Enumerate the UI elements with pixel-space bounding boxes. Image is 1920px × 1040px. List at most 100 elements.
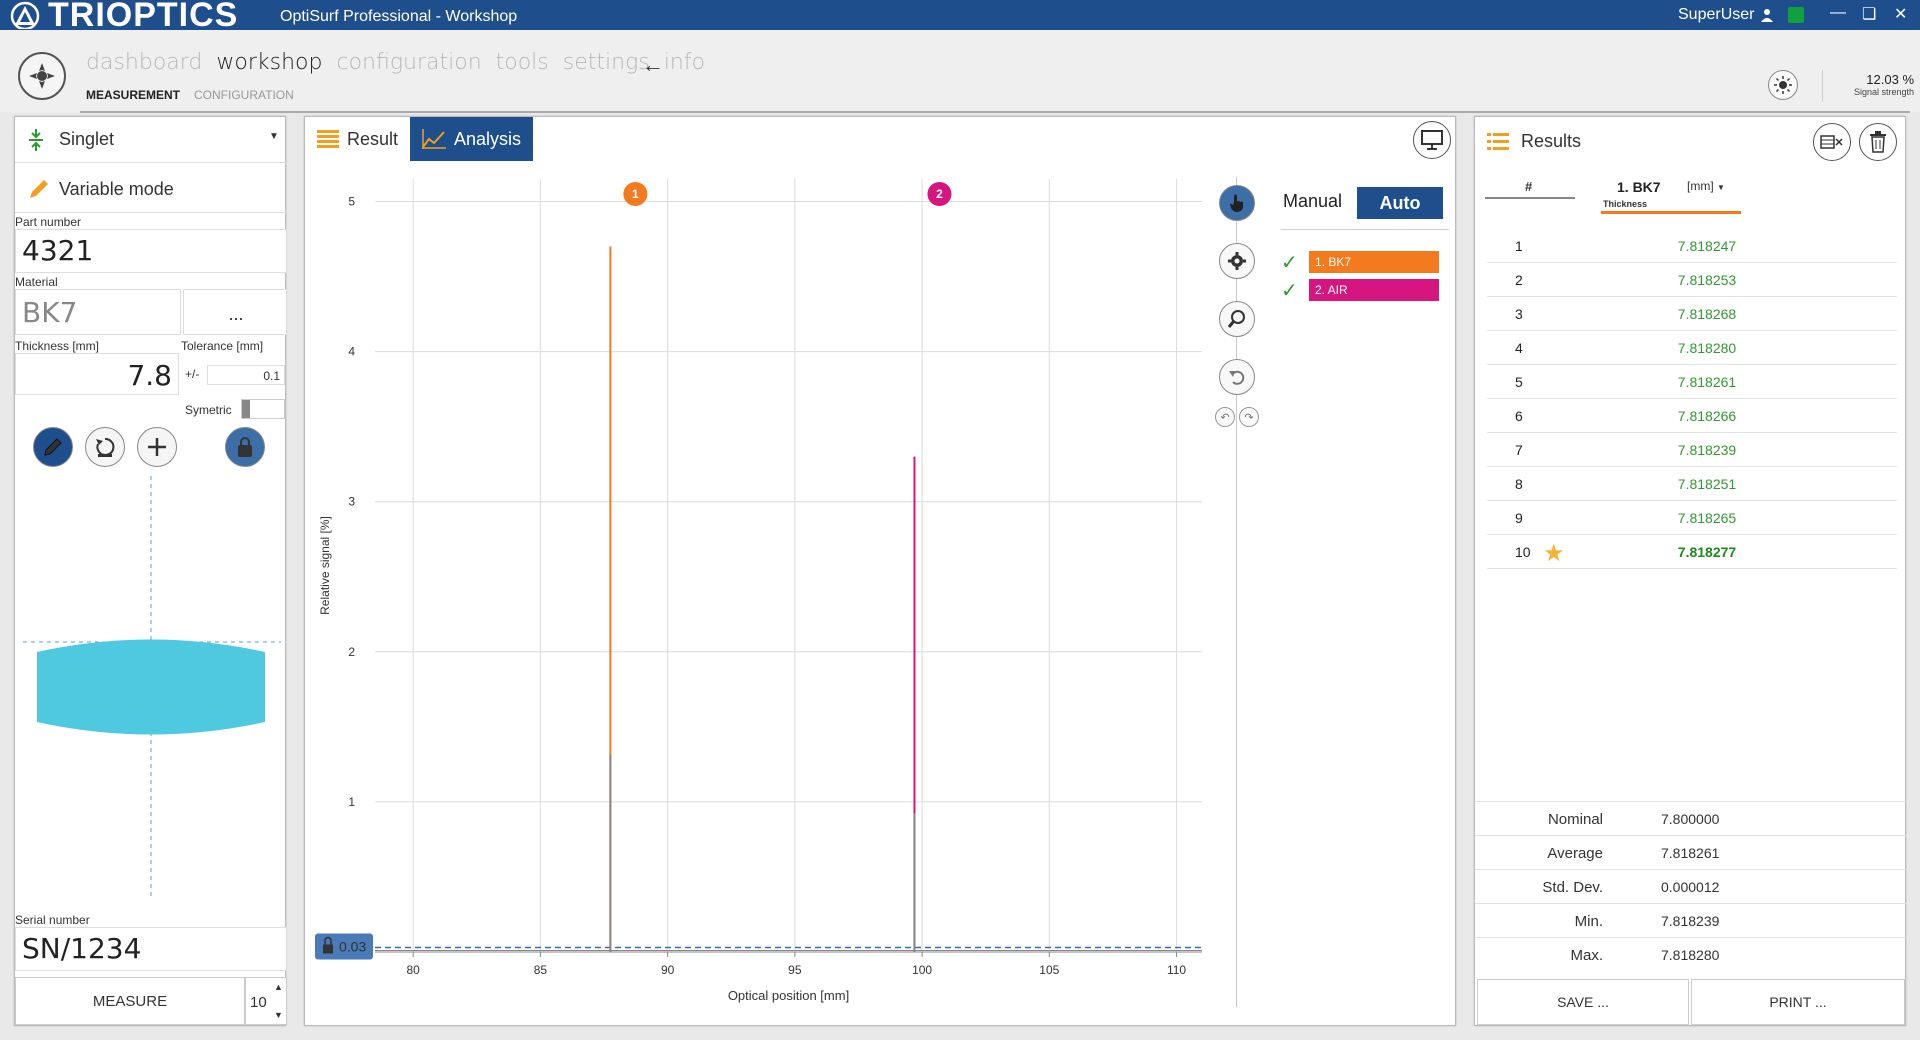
- restore-icon[interactable]: ❏: [1862, 6, 1877, 23]
- settings-tool-button[interactable]: [1219, 243, 1255, 279]
- lock-button[interactable]: [225, 427, 265, 467]
- row-index: 5: [1515, 374, 1523, 390]
- stat-value: 7.818239: [1661, 913, 1720, 929]
- lock-icon: [238, 437, 252, 457]
- home-button[interactable]: [18, 52, 66, 100]
- symetric-toggle[interactable]: [241, 399, 285, 419]
- tab-tools[interactable]: tools: [495, 50, 549, 75]
- table-row[interactable]: 7 7.818239: [1487, 433, 1897, 467]
- undo-small-icon: ↶: [1220, 411, 1230, 424]
- results-title: Results: [1521, 131, 1582, 151]
- list-icon: [1487, 133, 1509, 150]
- zoom-tool-button[interactable]: [1219, 301, 1255, 337]
- material-browse-button[interactable]: ...: [183, 289, 287, 335]
- tab-workshop[interactable]: workshop: [216, 50, 323, 75]
- browse-label: ...: [228, 304, 244, 324]
- table-row[interactable]: 6 7.818266: [1487, 399, 1897, 433]
- table-row[interactable]: 5 7.818261: [1487, 365, 1897, 399]
- part-number-value: 4321: [22, 234, 94, 267]
- stat-label: Max.: [1570, 947, 1603, 964]
- table-row[interactable]: 9 7.818265: [1487, 501, 1897, 535]
- delete-button[interactable]: [1859, 123, 1897, 161]
- tab-configuration[interactable]: configuration: [336, 50, 482, 75]
- add-button[interactable]: [137, 427, 177, 467]
- unit-select[interactable]: [mm] ▼: [1687, 179, 1725, 193]
- y-tick-label: 2: [348, 645, 355, 659]
- table-row[interactable]: 4 7.818280: [1487, 331, 1897, 365]
- table-row[interactable]: 1 7.818247: [1487, 229, 1897, 263]
- chevron-up-icon[interactable]: ▲: [274, 982, 283, 992]
- status-indicator: [1788, 7, 1804, 23]
- mode-auto-button[interactable]: Auto: [1357, 187, 1443, 219]
- close-icon[interactable]: ✕: [1894, 6, 1908, 23]
- tolerance-input[interactable]: 0.1: [207, 365, 285, 385]
- pan-tool-button[interactable]: [1219, 185, 1255, 221]
- thickness-input[interactable]: 7.8: [15, 353, 179, 395]
- app-logo: TRIOPTICS: [8, 0, 238, 32]
- lens-type-select[interactable]: Singlet ▼: [15, 117, 287, 163]
- user-menu[interactable]: SuperUser: [1678, 6, 1774, 24]
- results-column-header: # 1. BK7 [mm] ▼ Thickness: [1475, 173, 1907, 223]
- chevron-down-icon[interactable]: ▼: [274, 1010, 283, 1020]
- table-row[interactable]: 3 7.818268: [1487, 297, 1897, 331]
- stat-row: Std. Dev. 0.000012: [1475, 869, 1907, 903]
- signal-strength: 12.03 % Signal strength: [1824, 72, 1914, 97]
- stat-row: Average 7.818261: [1475, 835, 1907, 869]
- y-tick-label: 3: [348, 495, 355, 509]
- print-button[interactable]: PRINT ...: [1691, 979, 1905, 1025]
- serial-number-input[interactable]: SN/1234: [15, 927, 287, 971]
- tab-info[interactable]: info: [663, 50, 705, 75]
- subtab-configuration[interactable]: CONFIGURATION: [194, 88, 294, 102]
- gear-icon: [1228, 252, 1246, 270]
- clear-selection-button[interactable]: [1813, 123, 1851, 161]
- row-index: 4: [1515, 340, 1523, 356]
- measure-button[interactable]: MEASURE: [15, 977, 245, 1025]
- measure-count-stepper[interactable]: 10 ▲ ▼: [245, 977, 287, 1025]
- tab-settings[interactable]: settings: [562, 50, 650, 75]
- signal-value: 12.03 %: [1866, 72, 1914, 87]
- material-input[interactable]: BK7: [15, 289, 181, 335]
- row-value: 7.818268: [1677, 306, 1737, 322]
- row-value: 7.818253: [1677, 272, 1737, 288]
- chevron-down-icon: ▼: [269, 131, 279, 142]
- undo-button[interactable]: ↶: [1215, 407, 1235, 427]
- save-button[interactable]: SAVE ...: [1477, 979, 1689, 1025]
- variable-mode-toggle[interactable]: Variable mode: [15, 163, 287, 213]
- tab-result[interactable]: Result: [305, 117, 410, 161]
- edit-button[interactable]: [33, 427, 73, 467]
- toggle-handle: [242, 400, 250, 418]
- material-label: Material: [15, 275, 58, 289]
- subtab-measurement[interactable]: MEASUREMENT: [86, 88, 181, 102]
- analysis-panel: Result Analysis 80 85 90 95 100 105 110 1 2 3 4 5 1…: [304, 116, 1456, 1026]
- back-arrow-icon[interactable]: ←: [642, 52, 664, 77]
- tab-analysis[interactable]: Analysis: [410, 117, 534, 161]
- table-row[interactable]: 2 7.818253: [1487, 263, 1897, 297]
- y-tick-label: 1: [348, 795, 355, 809]
- main-navigation: dashboard workshop configuration tools s…: [0, 30, 1920, 113]
- serial-number-label: Serial number: [15, 913, 90, 927]
- part-panel: Singlet ▼ Variable mode Part number 4321…: [14, 116, 287, 1026]
- load-button[interactable]: [85, 427, 125, 467]
- table-row[interactable]: 8 7.818251: [1487, 467, 1897, 501]
- chevron-down-icon: ▼: [1717, 183, 1725, 192]
- mode-manual-button[interactable]: Manual: [1283, 191, 1343, 211]
- row-index: 1: [1515, 238, 1523, 254]
- part-number-input[interactable]: 4321: [15, 229, 287, 273]
- list-icon: [317, 130, 339, 148]
- tab-dashboard[interactable]: dashboard: [86, 50, 203, 75]
- threshold-badge[interactable]: 0.03: [315, 933, 373, 960]
- pencil-icon: [30, 180, 48, 198]
- reset-tool-button[interactable]: [1219, 359, 1255, 395]
- line-chart-icon: [422, 129, 447, 149]
- display-button[interactable]: [1413, 121, 1451, 159]
- legend-item-bk7[interactable]: ✓ 1. BK7: [1281, 251, 1439, 274]
- light-button[interactable]: [1768, 70, 1798, 100]
- minimize-icon[interactable]: —: [1830, 4, 1846, 21]
- legend-item-air[interactable]: ✓ 2. AIR: [1281, 279, 1439, 302]
- peak-1-marker-label: 1: [632, 187, 639, 201]
- redo-button[interactable]: ↷: [1239, 407, 1259, 427]
- divider: [1822, 70, 1823, 102]
- plot-area: [375, 179, 1202, 952]
- row-value: 7.818247: [1677, 238, 1737, 254]
- table-row[interactable]: 10 ★ 7.818277: [1487, 535, 1897, 569]
